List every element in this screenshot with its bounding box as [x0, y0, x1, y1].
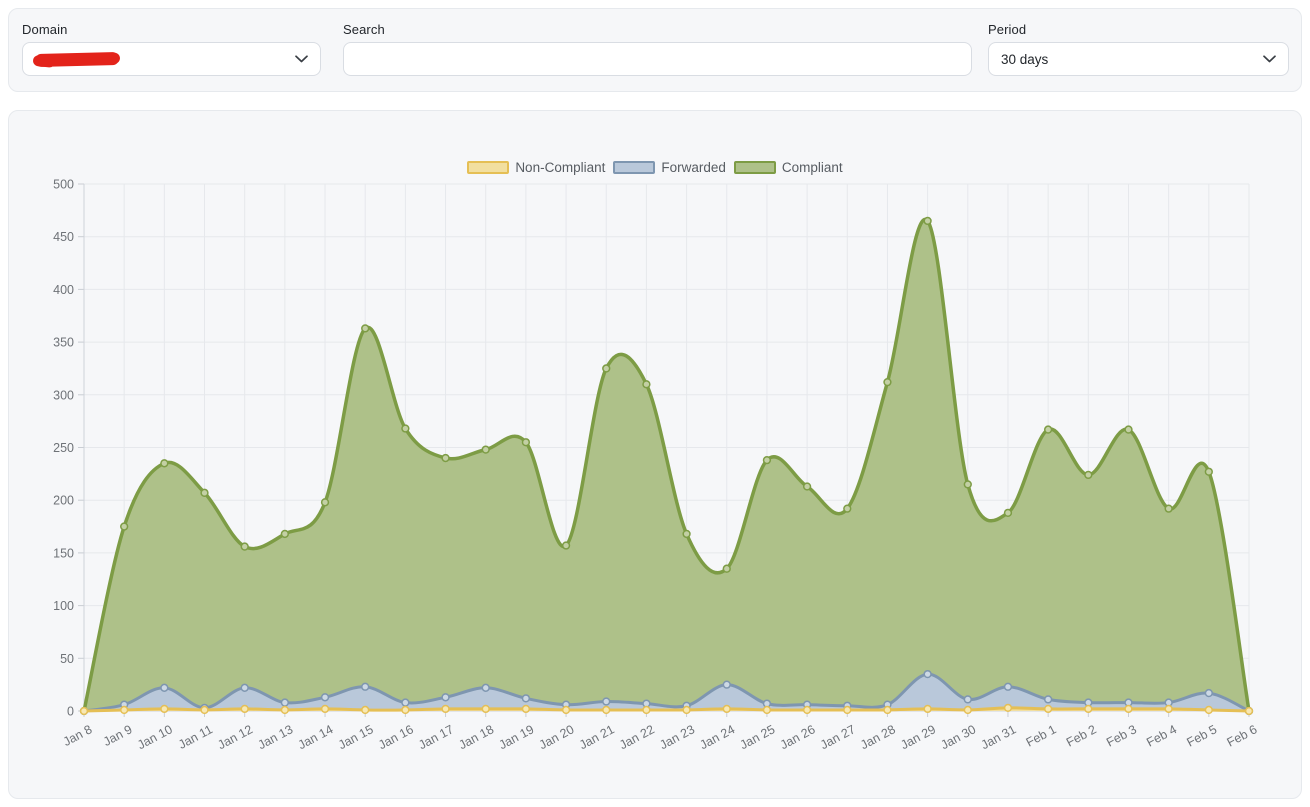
domain-select[interactable]	[22, 42, 321, 76]
domain-label: Domain	[22, 22, 68, 37]
svg-text:350: 350	[53, 336, 74, 350]
svg-text:150: 150	[53, 546, 74, 560]
forwarded-swatch	[613, 161, 656, 174]
svg-text:Feb 3: Feb 3	[1104, 722, 1139, 749]
svg-text:500: 500	[53, 178, 74, 192]
svg-text:50: 50	[60, 652, 74, 666]
period-label: Period	[988, 22, 1027, 37]
svg-text:300: 300	[53, 388, 74, 402]
compliant-swatch	[733, 161, 776, 174]
svg-text:Jan 29: Jan 29	[898, 722, 938, 752]
svg-text:Jan 19: Jan 19	[497, 722, 537, 752]
svg-text:Jan 21: Jan 21	[577, 722, 617, 752]
legend-item-non-compliant[interactable]: Non-Compliant	[467, 160, 605, 175]
compliance-area-chart: 0 50 100 150 200 250 300 350 400 450 500 Jan 8 Jan 9…	[53, 178, 1260, 753]
svg-text:Feb 4: Feb 4	[1144, 722, 1179, 749]
svg-text:250: 250	[53, 441, 74, 455]
domain-field: Domain	[22, 22, 321, 76]
svg-text:0: 0	[67, 705, 74, 719]
svg-text:Jan 16: Jan 16	[376, 722, 416, 752]
svg-text:Jan 24: Jan 24	[697, 722, 737, 752]
svg-text:Feb 6: Feb 6	[1225, 722, 1260, 749]
search-field: Search	[343, 22, 972, 76]
svg-text:Jan 25: Jan 25	[738, 722, 778, 752]
legend-label: Forwarded	[661, 160, 726, 175]
chart-legend: Non-Compliant Forwarded Compliant	[9, 160, 1301, 175]
svg-text:Jan 12: Jan 12	[215, 722, 255, 752]
chevron-down-icon	[1263, 55, 1276, 63]
search-input[interactable]	[343, 42, 972, 76]
svg-text:100: 100	[53, 599, 74, 613]
svg-text:Jan 23: Jan 23	[657, 722, 697, 752]
svg-text:450: 450	[53, 230, 74, 244]
chevron-down-icon	[295, 55, 308, 63]
svg-text:Feb 1: Feb 1	[1024, 722, 1059, 749]
svg-text:Feb 2: Feb 2	[1064, 722, 1099, 749]
svg-text:Jan 10: Jan 10	[135, 722, 175, 752]
legend-label: Non-Compliant	[515, 160, 606, 175]
compliance-chart-card: Non-Compliant Forwarded Compliant 0 50 100…	[8, 110, 1302, 799]
svg-text:Jan 22: Jan 22	[617, 722, 657, 752]
redacted-domain-scribble	[34, 51, 120, 67]
svg-text:Jan 14: Jan 14	[296, 722, 336, 752]
svg-text:Jan 17: Jan 17	[416, 722, 456, 752]
period-selected-value: 30 days	[1001, 51, 1049, 67]
svg-text:400: 400	[53, 283, 74, 297]
period-field: Period 30 days	[988, 22, 1289, 76]
svg-text:Jan 15: Jan 15	[336, 722, 376, 752]
period-select[interactable]: 30 days	[988, 42, 1289, 76]
svg-text:Jan 18: Jan 18	[456, 722, 496, 752]
svg-text:Feb 5: Feb 5	[1184, 722, 1219, 749]
non-compliant-swatch	[467, 161, 510, 174]
legend-item-forwarded[interactable]: Forwarded	[613, 160, 726, 175]
svg-text:Jan 11: Jan 11	[176, 722, 215, 752]
svg-text:Jan 27: Jan 27	[818, 722, 858, 752]
svg-text:Jan 9: Jan 9	[101, 722, 135, 749]
svg-text:Jan 26: Jan 26	[778, 722, 818, 752]
svg-text:Jan 30: Jan 30	[938, 722, 978, 752]
svg-text:Jan 31: Jan 31	[979, 722, 1019, 752]
svg-text:Jan 13: Jan 13	[256, 722, 296, 752]
legend-label: Compliant	[781, 160, 843, 175]
search-label: Search	[343, 22, 385, 37]
svg-text:Jan 28: Jan 28	[858, 722, 898, 752]
svg-text:200: 200	[53, 494, 74, 508]
svg-text:Jan 8: Jan 8	[61, 722, 95, 749]
filter-toolbar: Domain Search Period 30 days	[8, 8, 1302, 92]
legend-item-compliant[interactable]: Compliant	[733, 160, 843, 175]
svg-text:Jan 20: Jan 20	[537, 722, 577, 752]
